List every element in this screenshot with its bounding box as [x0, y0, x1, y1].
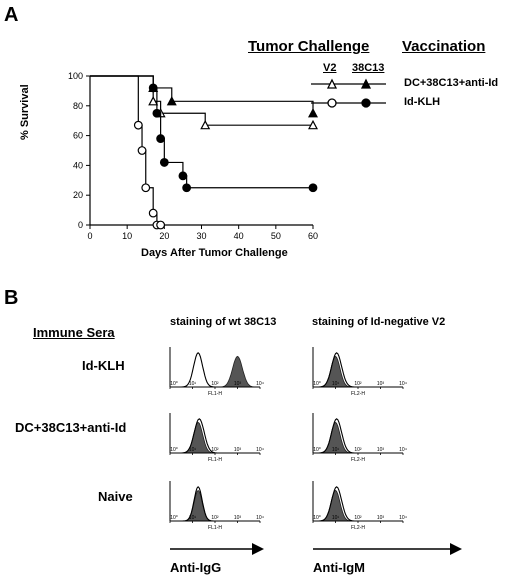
x-tick-label: 50 — [271, 231, 281, 241]
panel-b-letter: B — [4, 287, 19, 309]
row-label-idklh: Id-KLH — [82, 358, 125, 373]
histogram-tick-label: 10³ — [377, 381, 385, 387]
histogram-tick-label: 10³ — [377, 447, 385, 453]
histogram-0: 10⁰ 10¹ 10² 10³ 10⁴ FL1-H — [169, 347, 264, 397]
y-tick-label: 60 — [73, 131, 83, 141]
histogram-tick-label: 10⁰ — [170, 381, 178, 387]
x-tick-label: 40 — [234, 231, 244, 241]
histogram-channel-label: FL2-H — [351, 525, 365, 531]
data-point-circle — [156, 220, 166, 230]
x-tick-label: 30 — [196, 231, 206, 241]
col-header-v2: staining of Id-negative V2 — [312, 316, 446, 328]
histogram-tick-label: 10⁰ — [313, 515, 321, 521]
y-tick-label: 0 — [78, 220, 83, 230]
arrow-right-icon — [450, 543, 462, 555]
histogram-tick-label: 10¹ — [189, 447, 197, 453]
histogram-4: 10⁰ 10¹ 10² 10³ 10⁴ FL1-H — [169, 481, 264, 531]
x-tick-label: 0 — [87, 231, 92, 241]
arrow-right-icon — [252, 543, 264, 555]
data-point-triangle — [308, 119, 318, 130]
data-point-circle — [141, 183, 151, 193]
data-point-triangle — [200, 119, 211, 130]
y-tick-label: 80 — [73, 101, 83, 111]
tumor-challenge-header: Tumor Challenge — [248, 38, 370, 55]
histogram-3: 10⁰ 10¹ 10² 10³ 10⁴ FL2-H — [312, 413, 407, 463]
histogram-1: 10⁰ 10¹ 10² 10³ 10⁴ FL2-H — [312, 347, 407, 397]
row-label-naive: Naive — [98, 489, 133, 504]
histogram-tick-label: 10² — [211, 381, 219, 387]
histogram-tick-label: 10⁴ — [256, 447, 264, 453]
legend-open-circle — [327, 98, 337, 108]
legend-open-triangle — [326, 78, 338, 89]
histogram-tick-label: 10⁴ — [256, 381, 264, 387]
panel-a-letter: A — [4, 4, 19, 26]
histogram-tick-label: 10³ — [234, 381, 242, 387]
38c13-subheader: 38C13 — [352, 62, 385, 74]
immune-sera-label: Immune Sera — [33, 325, 115, 340]
histogram-5: 10⁰ 10¹ 10² 10³ 10⁴ FL2-H — [312, 481, 407, 531]
y-tick-label: 40 — [73, 160, 83, 170]
legend-label-idklh: Id-KLH — [404, 96, 441, 108]
data-point-circle — [156, 134, 166, 143]
data-point-circle — [133, 120, 143, 130]
histogram-tick-label: 10¹ — [332, 447, 340, 453]
x-tick-label: 10 — [122, 231, 132, 241]
anti-igm-label: Anti-IgM — [313, 560, 365, 575]
histogram-tick-label: 10¹ — [332, 515, 340, 521]
histogram-tick-label: 10⁴ — [256, 515, 264, 521]
data-point-circle — [178, 171, 188, 181]
x-tick-label: 60 — [308, 231, 318, 241]
data-point-triangle — [166, 96, 177, 106]
data-point-circle — [137, 146, 147, 155]
histogram-tick-label: 10¹ — [189, 381, 197, 387]
histogram-channel-label: FL1-H — [208, 525, 222, 531]
histogram-tick-label: 10⁰ — [313, 447, 321, 453]
histogram-channel-label: FL1-H — [208, 391, 222, 397]
histogram-tick-label: 10³ — [234, 447, 242, 453]
data-point-circle — [152, 108, 162, 118]
histogram-2: 10⁰ 10¹ 10² 10³ 10⁴ FL1-H — [169, 413, 264, 463]
data-point-triangle — [148, 96, 159, 106]
x-axis-title: Days After Tumor Challenge — [141, 247, 288, 259]
histogram-tick-label: 10² — [211, 447, 219, 453]
legend-filled-triangle — [360, 78, 372, 89]
data-point-circle — [148, 83, 158, 93]
data-point-circle — [148, 208, 158, 218]
histogram-tick-label: 10³ — [377, 515, 385, 521]
legend-label-dc: DC+38C13+anti-Id — [404, 77, 499, 89]
y-tick-label: 20 — [73, 190, 83, 200]
row-label-dc: DC+38C13+anti-Id — [15, 420, 127, 435]
histogram-tick-label: 10² — [354, 381, 362, 387]
histogram-tick-label: 10¹ — [189, 515, 197, 521]
data-point-circle — [159, 158, 169, 167]
histogram-tick-label: 10⁰ — [170, 447, 178, 453]
histogram-tick-label: 10⁴ — [399, 381, 407, 387]
histogram-tick-label: 10² — [354, 515, 362, 521]
histogram-channel-label: FL1-H — [208, 457, 222, 463]
histogram-tick-label: 10⁴ — [399, 447, 407, 453]
histogram-channel-label: FL2-H — [351, 457, 365, 463]
vaccination-header: Vaccination — [402, 38, 486, 55]
legend-filled-circle — [361, 98, 371, 108]
data-point-circle — [308, 183, 318, 193]
histogram-channel-label: FL2-H — [351, 391, 365, 397]
histogram-tick-label: 10⁴ — [399, 515, 407, 521]
histogram-tick-label: 10¹ — [332, 381, 340, 387]
data-point-circle — [182, 183, 192, 193]
histogram-tick-label: 10⁰ — [313, 381, 321, 387]
histogram-tick-label: 10² — [211, 515, 219, 521]
histogram-tick-label: 10² — [354, 447, 362, 453]
y-tick-label: 100 — [68, 71, 83, 81]
col-header-wt-38c13: staining of wt 38C13 — [170, 316, 277, 328]
x-tick-label: 20 — [159, 231, 169, 241]
histogram-tick-label: 10³ — [234, 515, 242, 521]
data-point-triangle — [308, 107, 318, 118]
histogram-tick-label: 10⁰ — [170, 515, 178, 521]
v2-subheader: V2 — [323, 62, 337, 74]
anti-igg-label: Anti-IgG — [170, 560, 222, 575]
